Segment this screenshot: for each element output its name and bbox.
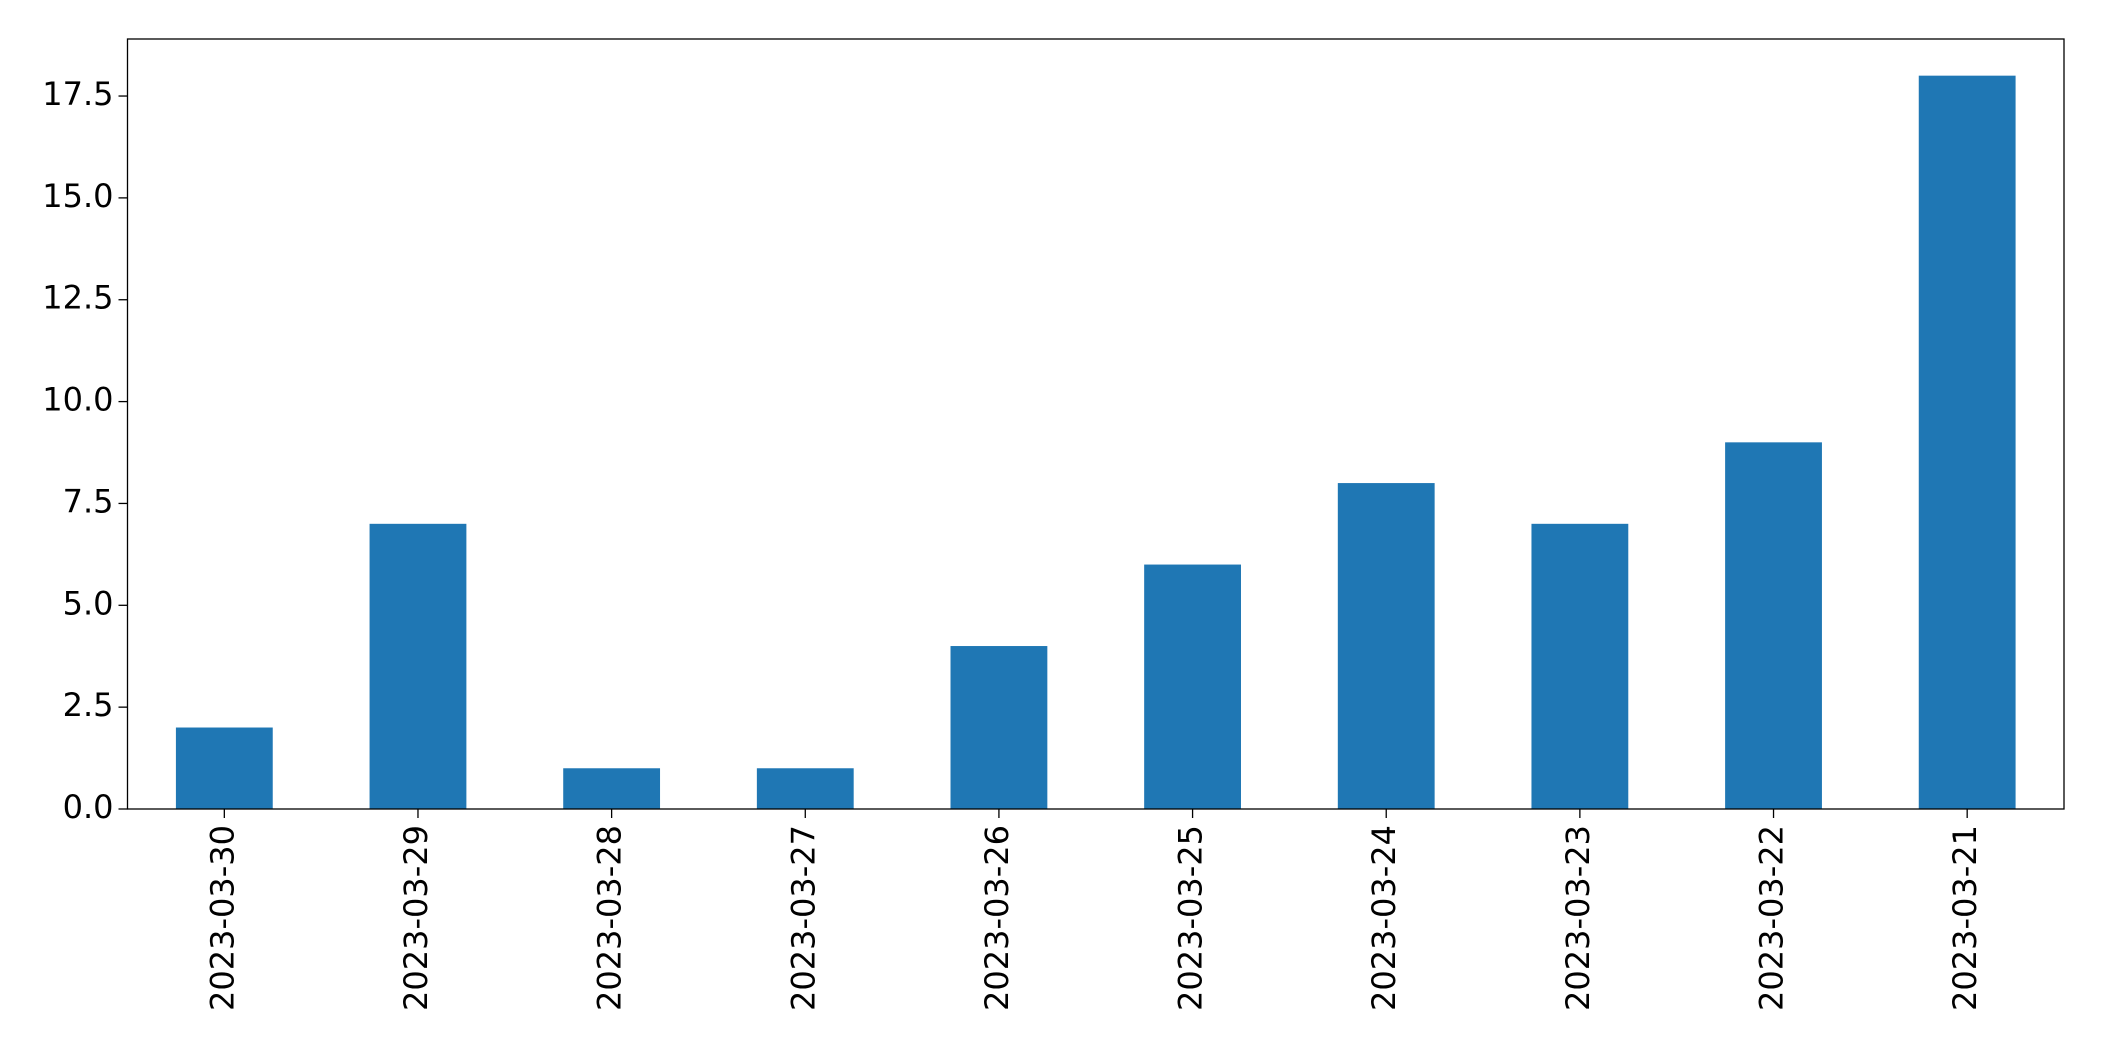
y-tick-label: 17.5: [42, 75, 113, 113]
x-tick-label: 2023-03-27: [784, 825, 822, 1011]
y-tick-label: 15.0: [42, 177, 113, 215]
y-tick-label: 2.5: [63, 686, 114, 724]
bar: [369, 523, 467, 809]
bar: [563, 768, 661, 809]
y-tick-label: 7.5: [63, 482, 114, 520]
bar: [1725, 442, 1822, 809]
bar: [1918, 75, 2016, 809]
x-tick-label: 2023-03-24: [1365, 825, 1403, 1011]
x-tick-label: 2023-03-23: [1559, 825, 1597, 1011]
x-tick-label: 2023-03-22: [1753, 825, 1791, 1011]
y-tick-label: 5.0: [63, 584, 114, 622]
bar: [1337, 483, 1435, 809]
axes-frame: [126, 38, 2065, 810]
x-tick-label: 2023-03-29: [397, 825, 435, 1011]
x-tick-label: 2023-03-21: [1946, 825, 1984, 1011]
bar: [950, 646, 1048, 809]
x-tick-label: 2023-03-30: [203, 825, 241, 1011]
bar: [1531, 523, 1629, 809]
x-tick-label: 2023-03-28: [591, 825, 629, 1011]
bar: [756, 768, 854, 809]
bar: [175, 727, 273, 809]
y-tick-label: 0.0: [63, 788, 114, 826]
y-tick-label: 10.0: [42, 381, 113, 419]
x-tick-label: 2023-03-26: [978, 825, 1016, 1011]
x-tick-label: 2023-03-25: [1172, 825, 1210, 1011]
y-tick-label: 12.5: [42, 279, 113, 317]
bar: [1144, 564, 1241, 809]
